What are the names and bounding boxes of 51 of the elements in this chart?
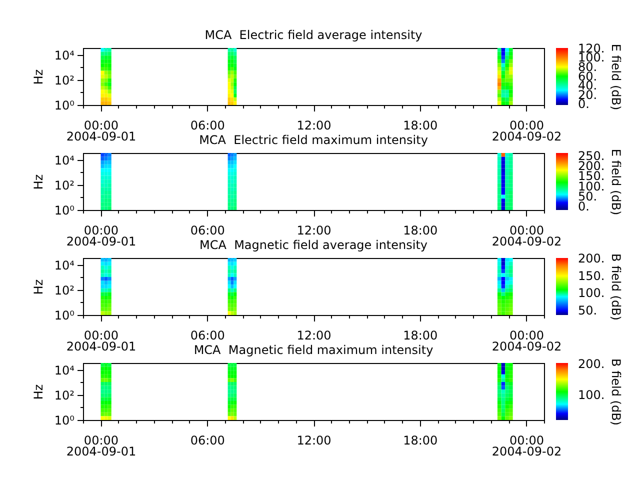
x-tick-label: 00:00 2004-09-01 [66, 224, 136, 248]
color-bar-title: E field (dB) [609, 148, 623, 216]
chart-title: MCA Magnetic field average intensity [199, 238, 428, 252]
color-bar-label: 150. [578, 268, 605, 283]
x-tick-label: 00:00 2004-09-02 [492, 434, 562, 458]
x-tick-label: 06:00 [190, 118, 225, 132]
chart-title: MCA Electric field average intensity [204, 28, 422, 42]
y-tick-label: 10² [54, 73, 75, 88]
color-bar-title: E field (dB) [609, 44, 623, 110]
y-tick-label: 10⁴ [54, 48, 75, 62]
y-tick-label: 10⁰ [54, 414, 75, 428]
color-bar-label: 200. [578, 252, 605, 266]
color-bar-label: 100. [578, 388, 605, 402]
y-tick-label: 10⁰ [54, 308, 75, 322]
x-tick-label: 06:00 [190, 224, 225, 238]
x-tick-label: 00:00 2004-09-02 [492, 224, 562, 248]
x-tick-label: 12:00 [296, 224, 332, 238]
y-tick-label: 10⁴ [54, 363, 75, 378]
y-tick-label: 10⁴ [54, 258, 75, 272]
x-tick-label: 18:00 [403, 224, 438, 238]
x-tick-label: 00:00 2004-09-01 [66, 434, 136, 458]
y-tick-label: 10⁰ [54, 204, 75, 218]
x-tick-label: 06:00 [190, 434, 225, 448]
color-bar-label: 0. [578, 200, 590, 214]
x-tick-label: 06:00 [190, 328, 225, 342]
x-tick-label: 00:00 2004-09-02 [492, 118, 562, 144]
y-axis-title: Hz [31, 69, 46, 85]
chart-title: MCA Electric field maximum intensity [199, 133, 428, 147]
y-axis-title: Hz [31, 384, 46, 400]
x-tick-label: 18:00 [403, 118, 438, 132]
x-tick-label: 12:00 [296, 118, 332, 132]
color-bar-title: B field (dB) [609, 254, 623, 320]
x-tick-label: 18:00 [403, 434, 438, 448]
y-tick-label: 10² [54, 388, 75, 402]
y-axis-title: Hz [31, 174, 46, 190]
y-tick-label: 10⁴ [54, 153, 75, 168]
x-tick-label: 00:00 2004-09-01 [66, 328, 136, 354]
color-bar-label: 100. [578, 286, 605, 300]
y-tick-label: 10⁰ [54, 98, 75, 112]
y-tick-label: 10² [54, 178, 75, 192]
y-tick-label: 10² [54, 283, 75, 298]
color-bar-label: 200. [578, 356, 605, 371]
x-tick-label: 18:00 [403, 328, 438, 342]
chart-title: MCA Magnetic field maximum intensity [194, 343, 434, 357]
x-tick-label: 00:00 2004-09-01 [66, 118, 136, 144]
x-tick-label: 00:00 2004-09-02 [492, 328, 562, 354]
color-bar-label: 50. [578, 304, 598, 318]
x-tick-label: 12:00 [296, 434, 332, 448]
y-axis-title: Hz [31, 279, 46, 295]
color-bar-title: B field (dB) [609, 358, 623, 426]
x-tick-label: 12:00 [296, 328, 332, 342]
